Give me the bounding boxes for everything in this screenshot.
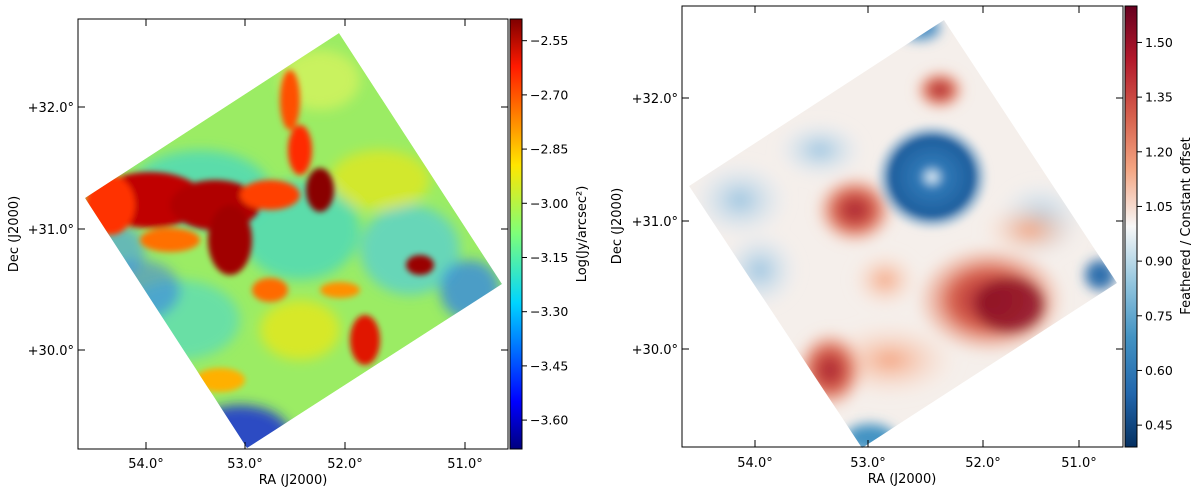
colorbar-tick-label: 1.05 bbox=[1145, 199, 1173, 214]
colorbar-tick-label: −2.85 bbox=[530, 142, 568, 157]
colorbar-tick-label: 0.60 bbox=[1145, 363, 1173, 378]
colorbar-tick-label: −3.30 bbox=[530, 304, 568, 319]
left-y-tick-label: +31.0° bbox=[28, 223, 74, 238]
right-colorbar-ticks: 1.50 1.35 1.20 1.05 0.90 0.75 0.60 0.45 bbox=[1137, 35, 1173, 433]
left-colorbar-label: Log(Jy/arcsec²) bbox=[575, 186, 590, 283]
left-y-axis-label: Dec (J2000) bbox=[7, 196, 22, 272]
right-x-tick-label: 53.0° bbox=[850, 456, 885, 471]
left-x-tick-label: 54.0° bbox=[128, 457, 163, 472]
right-panel: 54.0° 53.0° 52.0° 51.0° +32.0° +31.0° +3… bbox=[610, 5, 1194, 487]
colorbar-tick-label: 1.35 bbox=[1145, 90, 1173, 105]
colorbar-tick-label: −2.55 bbox=[530, 33, 568, 48]
left-colorbar-frame bbox=[509, 18, 523, 450]
colorbar-tick-label: −3.60 bbox=[530, 413, 568, 428]
colorbar-tick-label: 1.20 bbox=[1145, 144, 1173, 159]
right-x-tick-label: 52.0° bbox=[965, 456, 1000, 471]
right-y-tick-label: +30.0° bbox=[632, 343, 678, 358]
left-axes-frame bbox=[77, 18, 509, 450]
right-y-tick-label: +32.0° bbox=[632, 92, 678, 107]
right-x-axis-label: RA (J2000) bbox=[868, 472, 937, 487]
right-axes-frame bbox=[681, 5, 1124, 448]
colorbar-tick-label: −3.00 bbox=[530, 196, 568, 211]
left-x-tick-label: 53.0° bbox=[227, 457, 262, 472]
colorbar-tick-label: 1.50 bbox=[1145, 35, 1173, 50]
left-heatmap-image bbox=[85, 33, 502, 448]
colorbar-tick-label: −3.45 bbox=[530, 358, 568, 373]
right-heatmap-image bbox=[689, 20, 1117, 448]
right-colorbar-frame bbox=[1124, 5, 1138, 448]
left-y-tick-label: +30.0° bbox=[28, 344, 74, 359]
left-y-tick-label: +32.0° bbox=[28, 101, 74, 116]
right-y-tick-label: +31.0° bbox=[632, 215, 678, 230]
left-x-axis-label: RA (J2000) bbox=[259, 473, 328, 488]
right-tick-marks bbox=[682, 6, 1123, 447]
right-x-tick-label: 54.0° bbox=[737, 456, 772, 471]
right-y-axis-label: Dec (J2000) bbox=[610, 188, 625, 264]
colorbar-tick-label: 0.75 bbox=[1145, 308, 1173, 323]
left-panel: 54.0° 53.0° 52.0° 51.0° +32.0° +31.0° +3… bbox=[7, 18, 590, 488]
left-tick-marks bbox=[78, 19, 508, 449]
left-colorbar bbox=[510, 19, 522, 449]
colorbar-tick-label: 0.45 bbox=[1145, 418, 1173, 433]
right-colorbar bbox=[1125, 6, 1137, 447]
left-x-tick-label: 51.0° bbox=[447, 457, 482, 472]
right-x-tick-label: 51.0° bbox=[1061, 456, 1096, 471]
colorbar-tick-label: 0.90 bbox=[1145, 254, 1173, 269]
right-colorbar-label: Feathered / Constant offset bbox=[1179, 137, 1194, 314]
left-colorbar-ticks: −2.55 −2.70 −2.85 −3.00 −3.15 −3.30 −3.45 −3.60 bbox=[522, 33, 568, 428]
colorbar-tick-label: −3.15 bbox=[530, 250, 568, 265]
colorbar-tick-label: −2.70 bbox=[530, 87, 568, 102]
left-x-tick-label: 52.0° bbox=[327, 457, 362, 472]
